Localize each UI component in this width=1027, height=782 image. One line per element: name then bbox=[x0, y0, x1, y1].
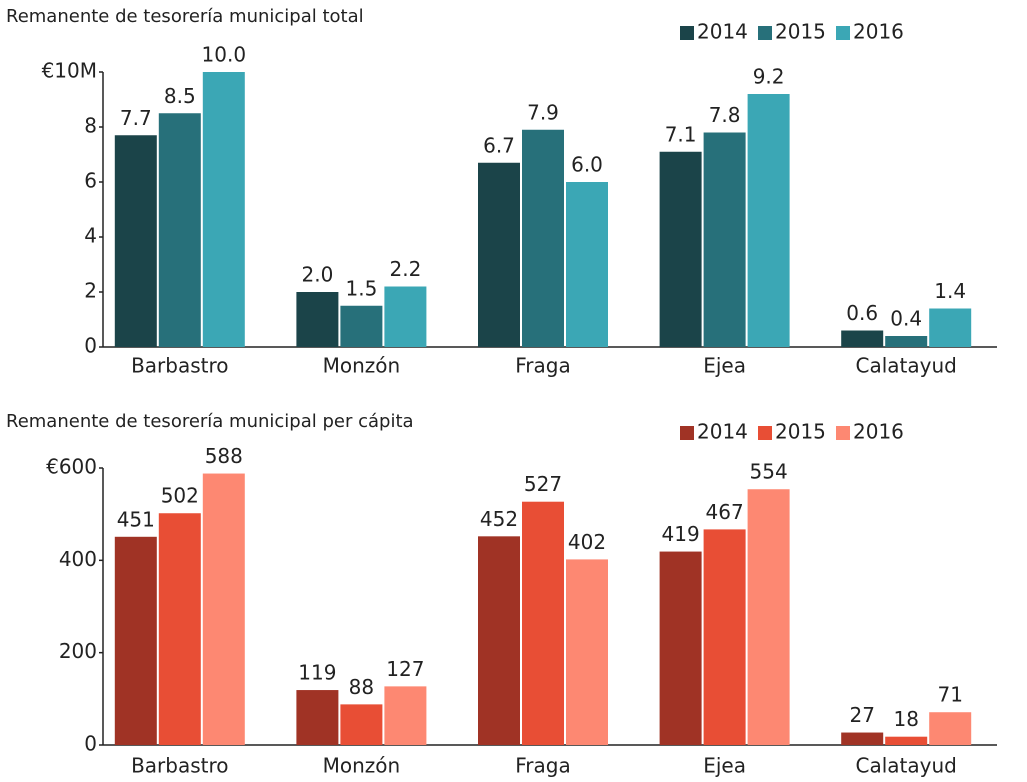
y-tick-label: 0 bbox=[84, 732, 97, 756]
data-label: 0.6 bbox=[846, 301, 878, 325]
data-label: 7.9 bbox=[527, 100, 559, 124]
data-label: 527 bbox=[524, 472, 562, 496]
bar bbox=[885, 736, 928, 745]
bar bbox=[478, 162, 520, 347]
x-tick-label: Monzón bbox=[323, 354, 401, 378]
data-label: 452 bbox=[480, 507, 518, 531]
legend-label: 2014 bbox=[697, 20, 748, 44]
data-label: 8.5 bbox=[164, 84, 196, 108]
bar bbox=[703, 132, 746, 347]
x-tick-label: Monzón bbox=[323, 754, 401, 778]
data-label: 588 bbox=[205, 444, 243, 468]
legend-label: 2016 bbox=[853, 20, 904, 44]
y-tick-label: 0 bbox=[84, 334, 97, 358]
x-tick-label: Fraga bbox=[515, 354, 570, 378]
data-label: 9.2 bbox=[753, 65, 785, 89]
data-label: 6.0 bbox=[571, 153, 603, 177]
data-label: 502 bbox=[161, 484, 199, 508]
data-label: 554 bbox=[750, 460, 788, 484]
bar bbox=[929, 712, 972, 745]
data-label: 119 bbox=[298, 661, 336, 685]
x-tick-label: Calatayud bbox=[856, 754, 957, 778]
bar bbox=[202, 72, 245, 347]
data-label: 7.1 bbox=[665, 122, 697, 146]
bar bbox=[841, 732, 884, 745]
data-label: 127 bbox=[386, 657, 424, 681]
bar bbox=[384, 686, 427, 745]
legend-swatch bbox=[758, 26, 772, 40]
bar bbox=[841, 330, 884, 347]
y-tick-label: 400 bbox=[59, 547, 97, 571]
data-label: 2.2 bbox=[389, 257, 421, 281]
y-tick-label: €10M bbox=[42, 59, 97, 83]
y-tick-label: 6 bbox=[84, 169, 97, 193]
x-tick-label: Barbastro bbox=[131, 754, 228, 778]
bar bbox=[747, 94, 790, 347]
legend-swatch bbox=[836, 26, 850, 40]
bar bbox=[114, 536, 157, 745]
bar bbox=[114, 135, 157, 347]
data-label: 10.0 bbox=[202, 43, 247, 67]
y-tick-label: 4 bbox=[84, 224, 97, 248]
bar bbox=[340, 704, 383, 745]
bar bbox=[929, 308, 972, 347]
bar bbox=[885, 336, 928, 347]
data-label: 1.5 bbox=[345, 276, 377, 300]
bar bbox=[522, 501, 564, 745]
bar bbox=[747, 489, 790, 745]
y-tick-label: 8 bbox=[84, 114, 97, 138]
y-tick-label: 200 bbox=[59, 639, 97, 663]
bar bbox=[296, 292, 339, 347]
x-tick-label: Fraga bbox=[515, 754, 570, 778]
data-label: 2.0 bbox=[301, 263, 333, 287]
legend-swatch bbox=[680, 26, 694, 40]
bar bbox=[340, 305, 383, 347]
data-label: 1.4 bbox=[934, 279, 966, 303]
legend-label: 2014 bbox=[697, 420, 748, 444]
bar bbox=[659, 151, 702, 347]
x-tick-label: Ejea bbox=[703, 354, 746, 378]
data-label: 419 bbox=[662, 522, 700, 546]
data-label: 0.4 bbox=[890, 307, 922, 331]
data-label: 451 bbox=[117, 507, 155, 531]
data-label: 71 bbox=[937, 683, 962, 707]
data-label: 18 bbox=[893, 707, 918, 731]
bar bbox=[566, 559, 608, 745]
bar bbox=[478, 536, 520, 745]
bar bbox=[202, 473, 245, 745]
chart-title: Remanente de tesorería municipal per cáp… bbox=[6, 411, 414, 432]
bar bbox=[566, 182, 608, 347]
bar bbox=[158, 113, 201, 347]
chart-title: Remanente de tesorería municipal total bbox=[6, 6, 364, 27]
bar bbox=[296, 690, 339, 745]
x-tick-label: Ejea bbox=[703, 754, 746, 778]
y-tick-label: 2 bbox=[84, 279, 97, 303]
data-label: 7.8 bbox=[709, 103, 741, 127]
x-tick-label: Barbastro bbox=[131, 354, 228, 378]
data-label: 402 bbox=[568, 530, 606, 554]
legend-label: 2015 bbox=[775, 20, 826, 44]
legend-swatch bbox=[836, 426, 850, 440]
y-tick-label: €600 bbox=[46, 455, 97, 479]
data-label: 27 bbox=[849, 703, 874, 727]
data-label: 7.7 bbox=[120, 106, 152, 130]
legend-label: 2015 bbox=[775, 420, 826, 444]
bar bbox=[703, 529, 746, 745]
data-label: 467 bbox=[706, 500, 744, 524]
bar bbox=[158, 513, 201, 745]
legend-swatch bbox=[680, 426, 694, 440]
x-tick-label: Calatayud bbox=[856, 354, 957, 378]
data-label: 88 bbox=[349, 675, 374, 699]
bar bbox=[522, 129, 564, 347]
data-label: 6.7 bbox=[483, 133, 515, 157]
legend-label: 2016 bbox=[853, 420, 904, 444]
legend-swatch bbox=[758, 426, 772, 440]
bar bbox=[384, 286, 427, 347]
bar bbox=[659, 551, 702, 745]
